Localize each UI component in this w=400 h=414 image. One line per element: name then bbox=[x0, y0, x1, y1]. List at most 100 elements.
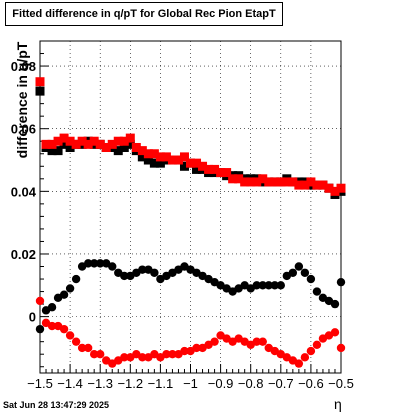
data-point-square bbox=[47, 139, 57, 149]
data-point-circle bbox=[252, 337, 261, 346]
data-point-circle bbox=[294, 262, 304, 271]
data-point-square bbox=[65, 136, 75, 146]
data-point-circle bbox=[89, 350, 99, 359]
data-point-square bbox=[276, 177, 286, 187]
data-point-circle bbox=[35, 296, 45, 306]
data-point-square bbox=[228, 174, 238, 184]
data-point-circle bbox=[59, 290, 69, 299]
data-point-square bbox=[149, 149, 159, 159]
data-point-square bbox=[270, 177, 280, 187]
x-tick-label: −0.5 bbox=[328, 376, 354, 391]
data-point-square bbox=[35, 77, 45, 87]
data-point-square bbox=[125, 139, 135, 149]
plot-frame bbox=[39, 40, 342, 374]
data-point-square bbox=[192, 164, 202, 174]
data-point-circle bbox=[192, 343, 201, 353]
data-point-square bbox=[294, 180, 304, 190]
data-point-square bbox=[155, 152, 165, 162]
data-point-square bbox=[155, 158, 165, 168]
data-point-square bbox=[330, 186, 340, 196]
data-point-square bbox=[336, 183, 346, 193]
data-point-square bbox=[107, 139, 117, 149]
data-point-circle bbox=[336, 277, 346, 287]
data-point-circle bbox=[47, 303, 57, 312]
data-point-square bbox=[198, 161, 208, 171]
data-point-square bbox=[282, 177, 292, 187]
data-point-square bbox=[137, 146, 147, 156]
data-point-square bbox=[210, 164, 220, 174]
data-point-square bbox=[324, 183, 334, 193]
data-point-circle bbox=[210, 337, 219, 346]
chart-title: Fitted difference in q/pT for Global Rec… bbox=[5, 2, 283, 26]
data-point-square bbox=[252, 177, 262, 187]
data-point-circle bbox=[83, 343, 93, 353]
data-point-square bbox=[131, 142, 141, 152]
data-point-square bbox=[143, 155, 153, 165]
data-point-square bbox=[101, 142, 111, 152]
data-point-square bbox=[53, 146, 63, 156]
data-point-square bbox=[258, 174, 268, 184]
data-point-square bbox=[53, 136, 63, 146]
data-point-circle bbox=[120, 271, 129, 281]
x-tick-label: −1.2 bbox=[117, 376, 143, 391]
data-point-circle bbox=[71, 274, 81, 284]
data-point-circle bbox=[89, 259, 99, 268]
data-point-circle bbox=[312, 340, 322, 350]
data-point-square bbox=[179, 152, 189, 162]
data-point-square bbox=[234, 174, 244, 184]
data-point-square bbox=[113, 146, 123, 156]
data-point-square bbox=[240, 177, 250, 187]
x-tick-label: −1 bbox=[183, 376, 198, 391]
data-point-square bbox=[95, 139, 105, 149]
data-point-square bbox=[186, 158, 195, 168]
data-point-square bbox=[89, 136, 99, 146]
data-point-circle bbox=[258, 337, 267, 346]
data-point-square bbox=[288, 177, 298, 187]
data-point-circle bbox=[150, 268, 159, 277]
data-point-circle bbox=[300, 353, 310, 362]
data-point-circle bbox=[306, 346, 316, 356]
data-point-circle bbox=[108, 262, 117, 271]
data-point-circle bbox=[77, 343, 87, 353]
data-point-square bbox=[179, 161, 189, 171]
data-point-circle bbox=[47, 321, 57, 331]
x-tick-label: −0.9 bbox=[208, 376, 234, 391]
y-tick-label: 0.04 bbox=[11, 184, 37, 199]
data-point-square bbox=[59, 133, 69, 143]
data-point-square bbox=[83, 139, 93, 149]
x-tick-label: −1.5 bbox=[27, 376, 53, 391]
data-point-square bbox=[59, 139, 69, 149]
data-point-circle bbox=[162, 350, 171, 359]
data-point-square bbox=[77, 136, 87, 146]
data-point-circle bbox=[138, 265, 147, 274]
data-point-square bbox=[35, 86, 45, 96]
data-point-circle bbox=[83, 259, 93, 268]
data-point-square bbox=[264, 177, 274, 187]
data-point-circle bbox=[65, 331, 75, 340]
data-point-circle bbox=[59, 324, 69, 334]
data-point-square bbox=[306, 177, 316, 187]
data-point-circle bbox=[180, 346, 189, 356]
x-tick-label: −1.1 bbox=[148, 376, 174, 391]
data-point-circle bbox=[35, 324, 45, 334]
data-point-square bbox=[167, 155, 177, 165]
data-point-square bbox=[204, 164, 214, 174]
data-point-square bbox=[71, 139, 81, 149]
data-point-circle bbox=[71, 337, 81, 346]
data-point-circle bbox=[252, 281, 261, 290]
data-point-circle bbox=[294, 359, 304, 368]
data-point-square bbox=[161, 152, 171, 162]
data-point-circle bbox=[138, 353, 147, 362]
data-point-circle bbox=[96, 350, 105, 359]
data-point-circle bbox=[258, 281, 267, 290]
data-point-circle bbox=[330, 299, 340, 309]
data-point-circle bbox=[96, 259, 105, 268]
data-point-square bbox=[300, 180, 310, 190]
data-point-circle bbox=[168, 350, 177, 359]
data-point-circle bbox=[276, 281, 285, 290]
data-point-circle bbox=[120, 353, 129, 362]
y-tick-label: 0.08 bbox=[11, 59, 36, 74]
data-point-circle bbox=[300, 268, 310, 277]
data-point-square bbox=[143, 149, 153, 159]
